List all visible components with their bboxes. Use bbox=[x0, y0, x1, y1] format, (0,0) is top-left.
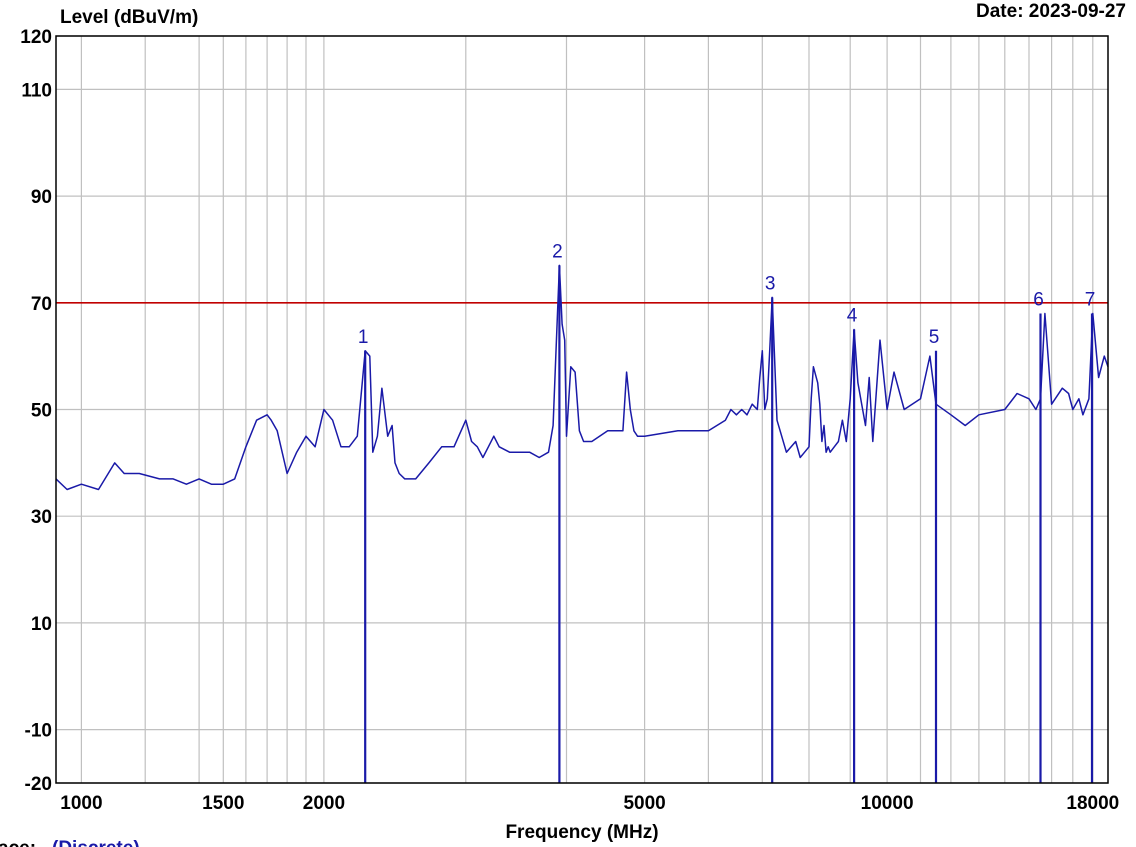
x-tick-label: 5000 bbox=[623, 793, 665, 814]
trace-value: (Discrete) bbox=[52, 838, 140, 847]
x-tick-label: 2000 bbox=[303, 793, 345, 814]
marker-label: 2 bbox=[552, 241, 563, 262]
plot-frame bbox=[55, 35, 1109, 784]
y-tick-label: 70 bbox=[31, 294, 52, 315]
x-tick-label: 10000 bbox=[861, 793, 914, 814]
marker-labels: 1 2 3 4 5 6 7 bbox=[358, 241, 1095, 347]
x-tick-label: 1500 bbox=[202, 793, 244, 814]
series-group bbox=[55, 264, 1109, 491]
x-tick-labels: 1000 1500 2000 5000 10000 18000 bbox=[60, 793, 1119, 814]
plot-border bbox=[55, 35, 1109, 784]
x-tick-label: 18000 bbox=[1066, 793, 1119, 814]
y-tick-labels: -20 -10 10 30 50 70 90 110 120 bbox=[20, 27, 52, 795]
marker-label: 4 bbox=[847, 306, 858, 327]
y-tick-label: 110 bbox=[21, 80, 52, 101]
marker-label: 6 bbox=[1033, 290, 1044, 311]
trace-label: ace: bbox=[0, 838, 36, 847]
y-gridlines bbox=[56, 35, 1108, 784]
marker-label: 7 bbox=[1085, 290, 1096, 311]
marker-lines bbox=[364, 265, 1094, 783]
y-tick-label: 10 bbox=[31, 614, 52, 635]
x-tick-label: 1000 bbox=[60, 793, 102, 814]
y-tick-label: 50 bbox=[31, 401, 52, 422]
series-line bbox=[55, 264, 1109, 491]
y-tick-label: -20 bbox=[25, 774, 52, 795]
date-label: Date: 2023-09-27 bbox=[976, 1, 1126, 22]
y-tick-label: 30 bbox=[31, 507, 52, 528]
marker-label: 1 bbox=[358, 327, 369, 348]
marker-label: 5 bbox=[929, 327, 940, 348]
marker-label: 3 bbox=[765, 273, 776, 294]
y-tick-label: -10 bbox=[25, 721, 52, 742]
x-axis-label: Frequency (MHz) bbox=[505, 822, 658, 843]
y-tick-label: 120 bbox=[20, 27, 52, 48]
y-axis-label: Level (dBuV/m) bbox=[60, 7, 198, 28]
y-tick-label: 90 bbox=[31, 187, 52, 208]
